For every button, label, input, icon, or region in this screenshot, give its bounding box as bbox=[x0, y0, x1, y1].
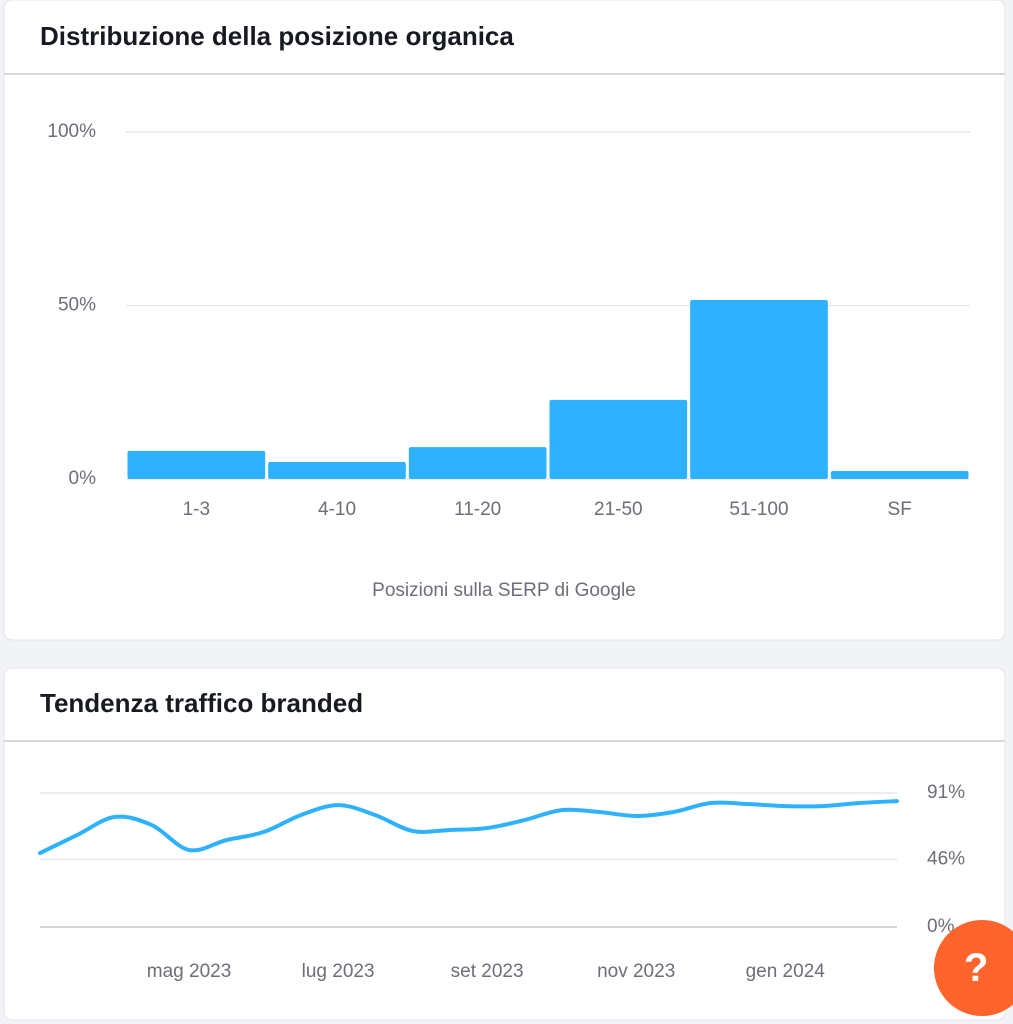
help-button[interactable]: ? bbox=[934, 920, 1013, 1016]
x-tick-label: mag 2023 bbox=[147, 961, 232, 982]
bar bbox=[549, 399, 688, 479]
x-tick-label: gen 2024 bbox=[746, 961, 826, 982]
x-tick-label: nov 2023 bbox=[597, 961, 675, 982]
x-tick-label: lug 2023 bbox=[302, 961, 375, 982]
bar bbox=[268, 461, 406, 479]
chart-title: Distribuzione della posizione organica bbox=[40, 21, 514, 51]
x-tick-label: 51-100 bbox=[729, 499, 788, 520]
bar bbox=[830, 471, 969, 479]
x-tick-label: 1-3 bbox=[183, 499, 210, 520]
x-tick-label: SF bbox=[888, 499, 912, 520]
x-tick-label: 4-10 bbox=[318, 499, 356, 520]
card bbox=[3, 667, 1006, 1021]
chart-title: Tendenza traffico branded bbox=[40, 688, 363, 718]
bar bbox=[127, 450, 266, 479]
x-tick-label: 11-20 bbox=[454, 499, 501, 520]
line bbox=[38, 799, 899, 856]
y-tick-label: 91% bbox=[927, 782, 965, 803]
x-tick-label: 21-50 bbox=[594, 499, 643, 520]
y-tick-label: 50% bbox=[58, 295, 96, 316]
x-axis-label: Posizioni sulla SERP di Google bbox=[372, 580, 636, 601]
y-tick-label: 0% bbox=[927, 916, 955, 937]
x-tick-label: set 2023 bbox=[451, 961, 524, 982]
y-tick-label: 100% bbox=[47, 121, 96, 142]
bar bbox=[690, 299, 828, 479]
y-tick-label: 0% bbox=[69, 468, 97, 489]
y-tick-label: 46% bbox=[927, 848, 965, 869]
card bbox=[3, 0, 1006, 641]
bar bbox=[408, 447, 547, 479]
